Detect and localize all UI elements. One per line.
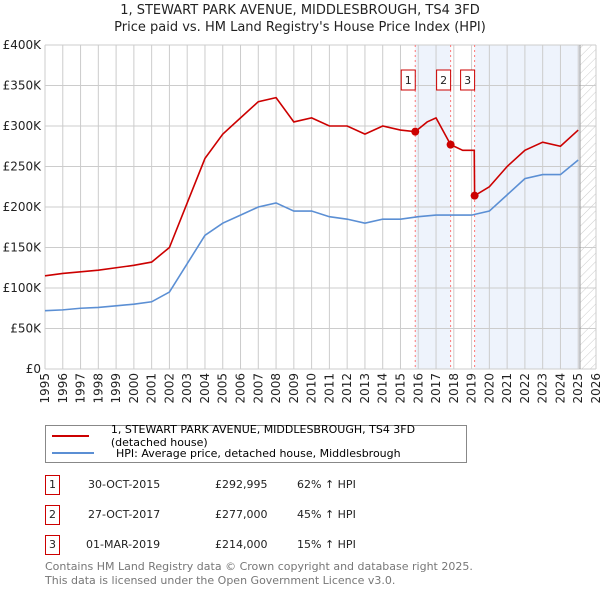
sale-marker-badge: 3: [45, 535, 60, 555]
series-line: [44, 159, 579, 312]
legend-swatch-red: [52, 435, 89, 437]
x-tick-label: 2018: [447, 373, 461, 404]
x-tick-label: 2026: [589, 373, 600, 404]
y-tick-label: £300K: [3, 119, 43, 133]
legend: 1, STEWART PARK AVENUE, MIDDLESBROUGH, T…: [45, 423, 467, 463]
legend-label: 1, STEWART PARK AVENUE, MIDDLESBROUGH, T…: [110, 423, 416, 449]
sale-hpi: 15% ↑ HPI: [297, 538, 356, 551]
sale-label: 1: [405, 74, 412, 87]
x-tick-label: 2009: [287, 373, 301, 404]
y-tick-label: £150K: [3, 241, 43, 255]
x-tick-label: 2020: [482, 373, 496, 404]
y-tick-label: £50K: [10, 322, 42, 336]
legend-item-hpi: HPI: Average price, detached house, Midd…: [46, 445, 401, 461]
y-tick-label: £200K: [3, 200, 43, 214]
y-tick-label: £350K: [3, 79, 43, 93]
sale-date: 27-OCT-2017: [88, 508, 161, 521]
x-tick-label: 2007: [251, 373, 265, 404]
x-tick-label: 2015: [393, 373, 407, 404]
x-tick-label: 2016: [411, 373, 425, 404]
x-tick-label: 2004: [198, 373, 212, 404]
x-tick-label: 1997: [74, 373, 88, 404]
x-tick-label: 2005: [216, 373, 230, 404]
x-tick-label: 1998: [91, 373, 105, 404]
sale-hpi: 45% ↑ HPI: [297, 508, 356, 521]
sale-marker-badge: 1: [45, 475, 60, 495]
sale-point: [470, 191, 479, 200]
x-tick-label: 2021: [500, 373, 514, 404]
x-tick-label: 1999: [109, 373, 123, 404]
x-tick-label: 2011: [322, 373, 336, 404]
y-tick-label: £400K: [3, 38, 43, 52]
x-tick-label: 2012: [340, 373, 354, 404]
x-tick-label: 2001: [145, 373, 159, 404]
x-tick-label: 2013: [358, 373, 372, 404]
x-tick-label: 2025: [571, 373, 585, 404]
chart-subtitle: Price paid vs. HM Land Registry's House …: [114, 20, 486, 35]
x-tick-label: 1995: [38, 373, 52, 404]
sale-price: £277,000: [215, 508, 268, 521]
sale-hpi: 62% ↑ HPI: [297, 478, 356, 491]
legend-label: HPI: Average price, detached house, Midd…: [116, 446, 401, 460]
sale-marker-badge: 2: [45, 505, 60, 525]
sale-date: 30-OCT-2015: [88, 478, 161, 491]
x-tick-label: 1996: [56, 373, 70, 404]
x-tick-label: 2002: [162, 373, 176, 404]
x-tick-label: 2024: [553, 373, 567, 404]
x-tick-label: 2023: [536, 373, 550, 404]
x-tick-label: 2010: [305, 373, 319, 404]
sale-label-box: [460, 69, 476, 91]
y-tick-label: £100K: [3, 281, 43, 295]
sale-point: [446, 140, 455, 149]
y-tick-label: £0: [26, 362, 41, 376]
sale-price: £214,000: [215, 538, 268, 551]
footer-copyright: Contains HM Land Registry data © Crown c…: [45, 560, 473, 573]
sale-label: 3: [464, 74, 471, 87]
x-tick-label: 2017: [429, 373, 443, 404]
sale-label: 2: [440, 74, 447, 87]
x-tick-label: 2022: [518, 373, 532, 404]
x-tick-label: 2006: [234, 373, 248, 404]
sale-date: 01-MAR-2019: [86, 538, 161, 551]
plot-area: 1995 1996 1997 1998 1999 2000 2001 2002 2003 2004…: [3, 38, 600, 404]
footer-licence: This data is licensed under the Open Gov…: [45, 574, 396, 587]
series-line: [44, 96, 579, 277]
sale-price: £292,995: [215, 478, 268, 491]
x-tick-label: 2019: [465, 373, 479, 404]
y-tick-label: £250K: [3, 160, 43, 174]
x-tick-label: 2000: [127, 373, 141, 404]
sale-label-box: [436, 69, 452, 91]
x-tick-label: 2003: [180, 373, 194, 404]
sale-point: [411, 127, 420, 136]
sale-label-box: [400, 69, 416, 91]
chart-title: 1, STEWART PARK AVENUE, MIDDLESBROUGH, T…: [120, 3, 480, 18]
x-tick-label: 2008: [269, 373, 283, 404]
legend-swatch-blue: [52, 452, 94, 454]
legend-item-property: 1, STEWART PARK AVENUE, MIDDLESBROUGH, T…: [46, 423, 466, 449]
x-tick-label: 2014: [376, 373, 390, 404]
